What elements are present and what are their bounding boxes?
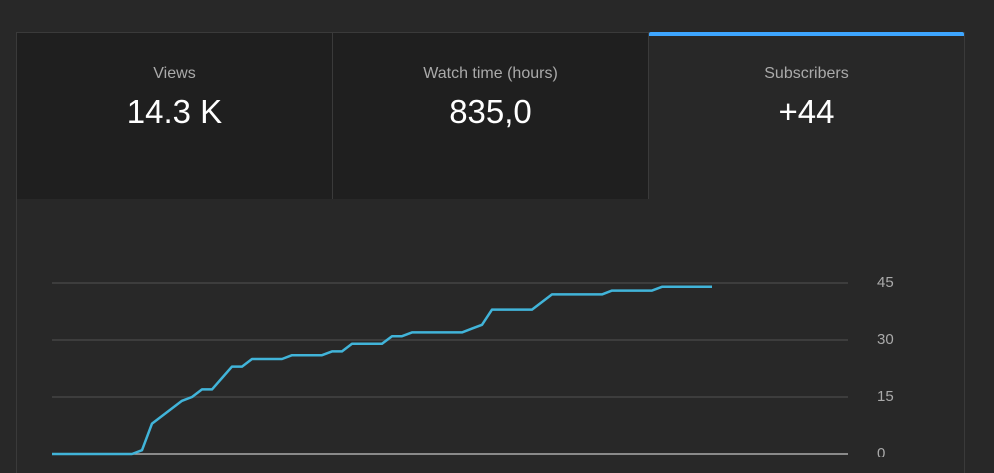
y-tick-label: 0	[877, 445, 885, 457]
y-tick-label: 30	[877, 331, 894, 348]
tab-value: +44	[778, 93, 835, 130]
tab-label: Views	[153, 65, 196, 82]
tab-value: 14.3 K	[126, 93, 223, 130]
metric-tabs: Views 14.3 K Watch time (hours) 835,0 Su…	[17, 32, 964, 199]
tab-label: Subscribers	[764, 65, 849, 82]
metric-tab[interactable]: Subscribers +44	[649, 32, 964, 199]
y-tick-label: 45	[877, 274, 894, 291]
tab-label: Watch time (hours)	[423, 65, 558, 82]
tab-value: 835,0	[449, 93, 532, 130]
data-line	[52, 285, 712, 456]
metric-tab[interactable]: Watch time (hours) 835,0	[333, 33, 649, 199]
metric-tab[interactable]: Views 14.3 K	[17, 33, 333, 199]
y-tick-label: 15	[877, 388, 894, 405]
metrics-card: Views 14.3 K Watch time (hours) 835,0 Su…	[16, 32, 965, 473]
chart: 0 15 30 45	[52, 274, 894, 457]
page: {"tabs": [ {"label": "Views", "value": "…	[16, 32, 965, 473]
